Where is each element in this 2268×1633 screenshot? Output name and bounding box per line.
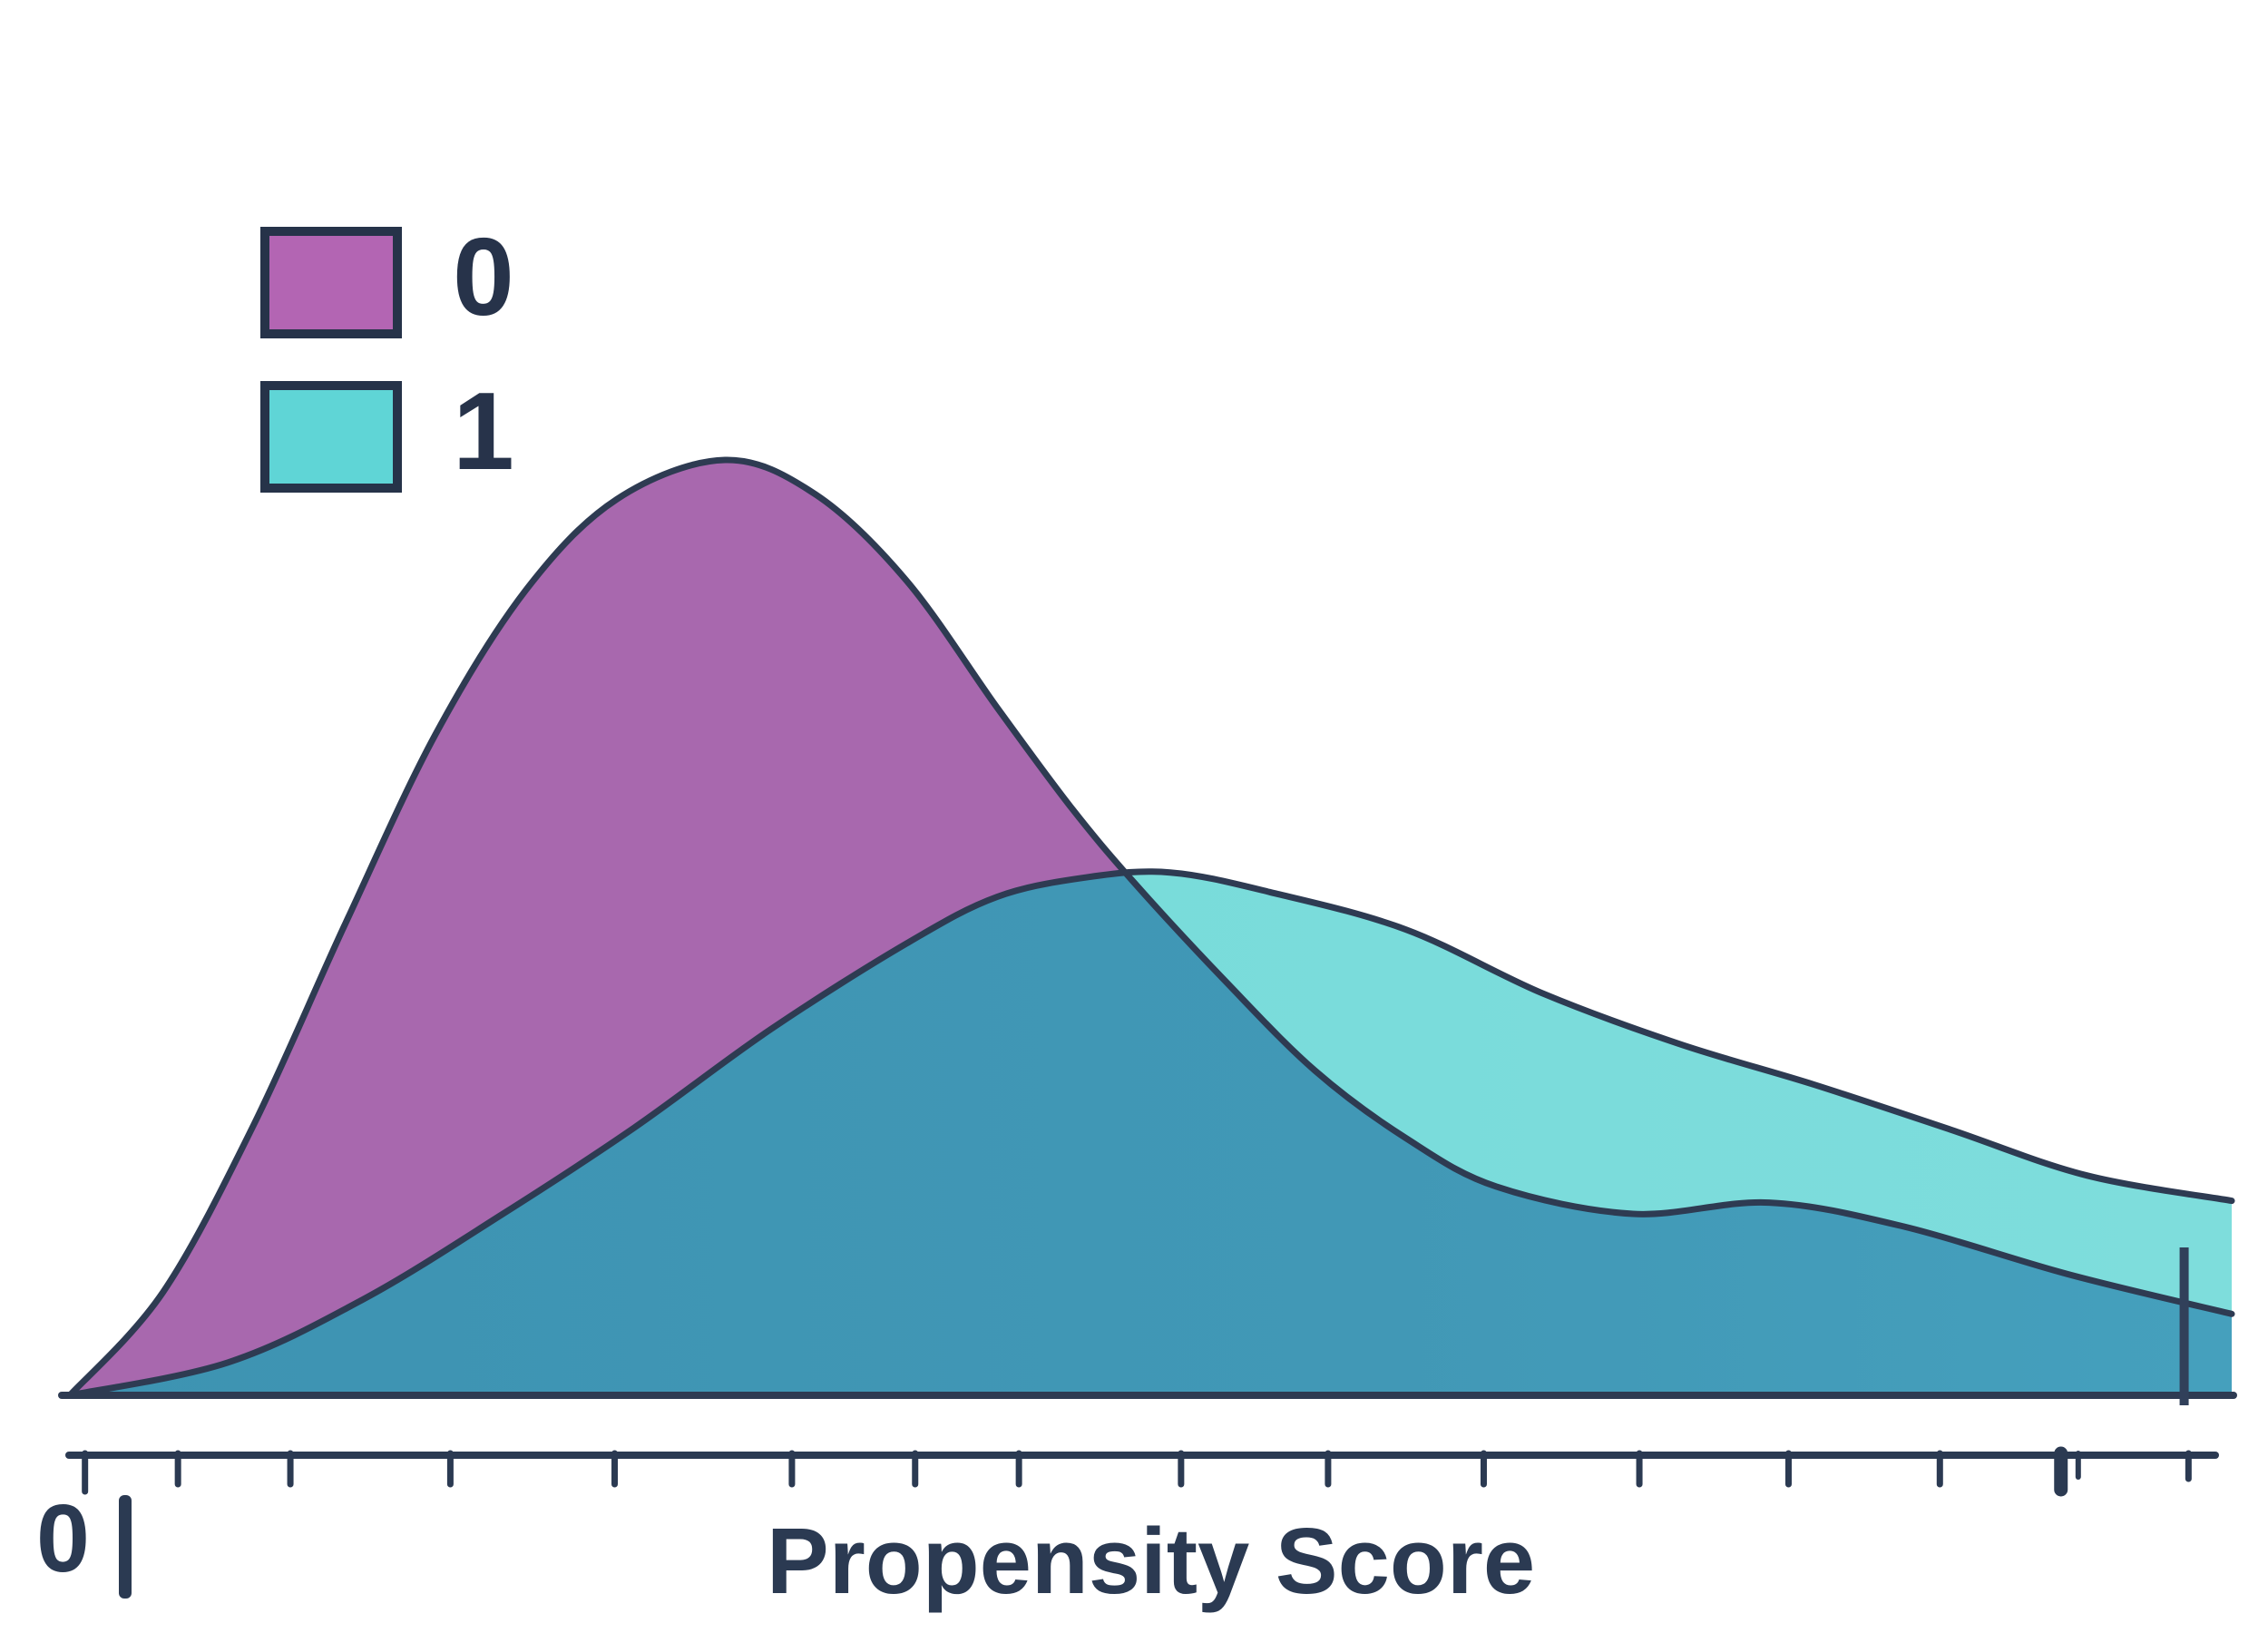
density-areas <box>70 459 2232 1395</box>
x-tick-label-zero: 0 <box>36 1485 90 1592</box>
x-axis <box>65 1446 2219 1497</box>
density-outlines <box>58 456 2237 1405</box>
legend-label-group-0: 0 <box>453 215 514 338</box>
stray-tick-mark <box>119 1495 132 1599</box>
legend-swatch-group-0 <box>260 227 402 338</box>
purple-density-outline <box>66 456 2235 1399</box>
legend-swatch-group-1 <box>260 381 402 493</box>
overlap-density-area <box>70 872 2232 1395</box>
x-axis-title: Propensity Score <box>767 1509 1536 1613</box>
legend-label-group-1: 1 <box>453 369 514 493</box>
teal-density-outline <box>66 868 2235 1399</box>
